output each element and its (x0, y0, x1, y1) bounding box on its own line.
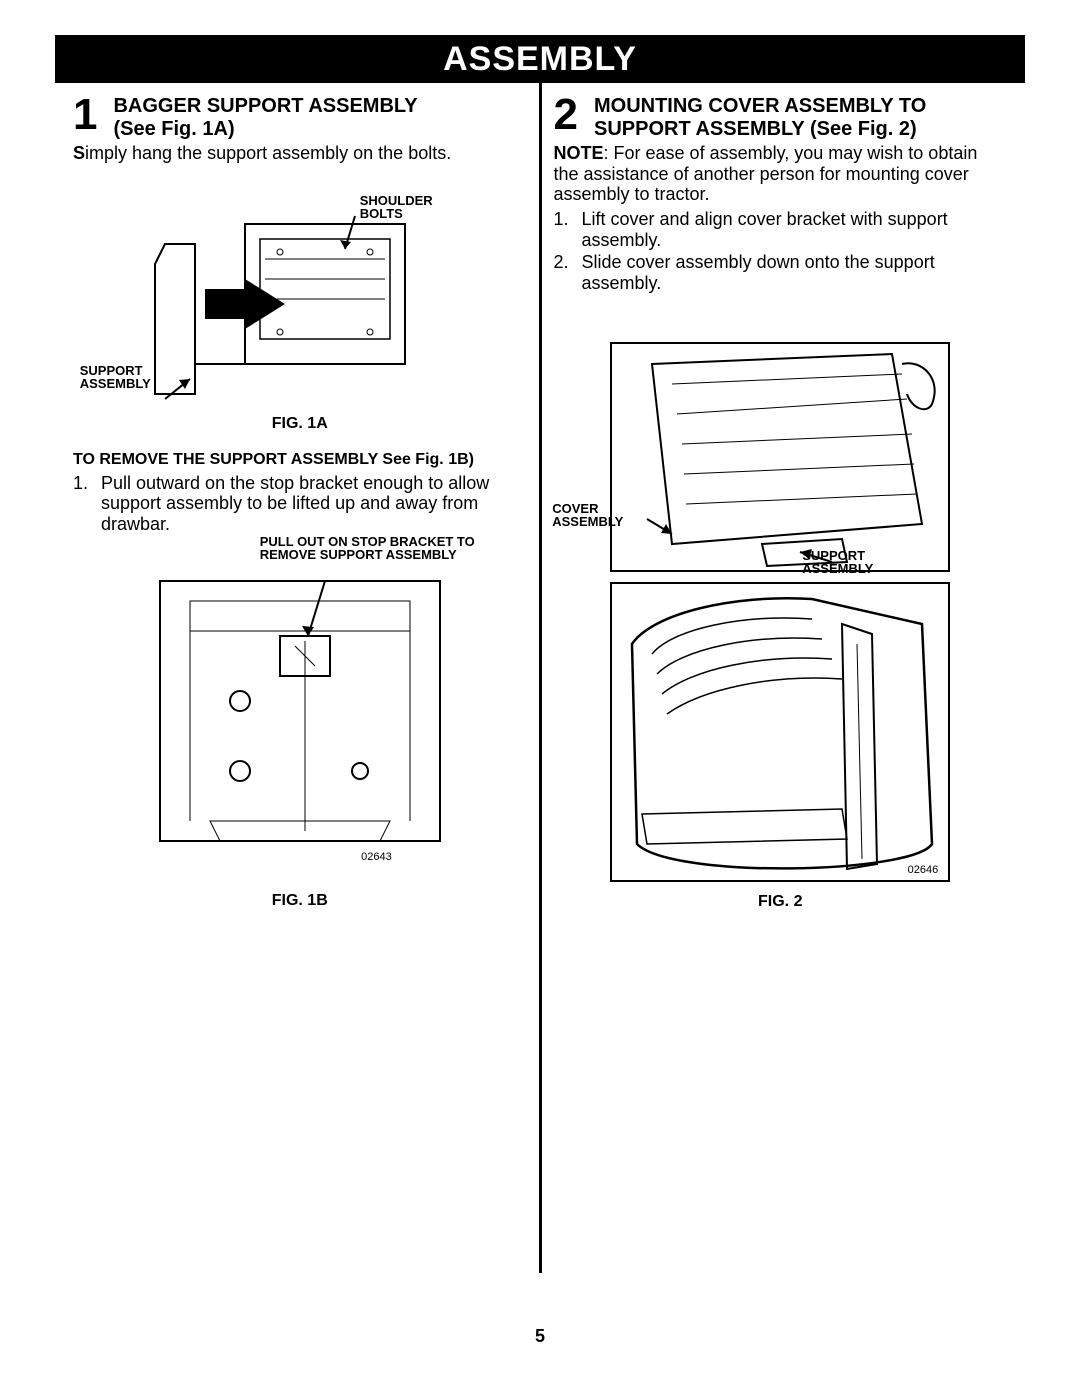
fig1a-callout-support: SUPPORT ASSEMBLY (80, 364, 151, 391)
section2-steps: Lift cover and align cover bracket with … (554, 209, 1008, 294)
banner-title: ASSEMBLY (443, 40, 637, 79)
fig1a-box: SHOULDER BOLTS SUPPORT ASSEMBLY (135, 204, 465, 404)
section2-header: 2 MOUNTING COVER ASSEMBLY TO SUPPORT ASS… (554, 93, 1008, 141)
section1-intro: Simply hang the support assembly on the … (73, 143, 527, 164)
section1-title-line2: (See Fig. 1A) (113, 118, 234, 140)
fig2-caption: FIG. 2 (554, 893, 1008, 911)
fig2-top-diagram (612, 344, 948, 570)
fig1a-wrap: SHOULDER BOLTS SUPPORT ASSEMBLY FIG. 1A (73, 204, 527, 433)
fig2-bottom-diagram (612, 584, 948, 880)
banner-bar: ASSEMBLY (55, 35, 1025, 83)
fig2-callout-cover: COVER ASSEMBLY (552, 502, 623, 529)
column-left: 1 BAGGER SUPPORT ASSEMBLY (See Fig. 1A) … (55, 83, 539, 1273)
fig1a-diagram (135, 204, 465, 404)
section2-title-line2: SUPPORT ASSEMBLY (See Fig. 2) (594, 118, 917, 140)
section2-number: 2 (554, 95, 578, 135)
section2-title-line1: MOUNTING COVER ASSEMBLY TO (594, 95, 926, 117)
fig1b-box: PULL OUT ON STOP BRACKET TO REMOVE SUPPO… (130, 543, 470, 881)
section1-remove-steps: Pull outward on the stop bracket enough … (73, 473, 527, 535)
fig2-wrap: COVER ASSEMBLY SUPPORT ASSEMBLY (554, 342, 1008, 911)
fig1b-callout-pull: PULL OUT ON STOP BRACKET TO REMOVE SUPPO… (260, 535, 520, 562)
fig2-callout-support: SUPPORT ASSEMBLY (802, 549, 873, 576)
section2-step2: Slide cover assembly down onto the suppo… (554, 252, 1008, 293)
content-wrap: 1 BAGGER SUPPORT ASSEMBLY (See Fig. 1A) … (55, 83, 1025, 1273)
section1-title: BAGGER SUPPORT ASSEMBLY (See Fig. 1A) (113, 93, 417, 141)
section1-remove-heading: TO REMOVE THE SUPPORT ASSEMBLY See Fig. … (73, 451, 527, 469)
section2-note: NOTE: For ease of assembly, you may wish… (554, 143, 1008, 205)
fig2-imgnum: 02646 (908, 864, 939, 876)
section1-header: 1 BAGGER SUPPORT ASSEMBLY (See Fig. 1A) (73, 93, 527, 141)
section2-note-label: NOTE (554, 143, 604, 163)
section1-remove-step1: Pull outward on the stop bracket enough … (73, 473, 527, 535)
section1-intro-rest: imply hang the support assembly on the b… (85, 143, 451, 163)
page-number: 5 (0, 1326, 1080, 1347)
fig1b-imgnum: 02643 (361, 851, 392, 863)
section1-intro-firstletter: S (73, 143, 85, 163)
section2-note-rest: : For ease of assembly, you may wish to … (554, 143, 978, 204)
section2-title: MOUNTING COVER ASSEMBLY TO SUPPORT ASSEM… (594, 93, 926, 141)
column-right: 2 MOUNTING COVER ASSEMBLY TO SUPPORT ASS… (542, 83, 1026, 1273)
fig1b-caption: FIG. 1B (73, 892, 527, 910)
fig1b-diagram (130, 571, 470, 881)
fig2-box: COVER ASSEMBLY SUPPORT ASSEMBLY (610, 342, 950, 882)
fig1a-caption: FIG. 1A (73, 415, 527, 433)
fig1a-callout-shoulder: SHOULDER BOLTS (360, 194, 433, 221)
section2-step1: Lift cover and align cover bracket with … (554, 209, 1008, 250)
fig1b-wrap: PULL OUT ON STOP BRACKET TO REMOVE SUPPO… (73, 543, 527, 910)
section1-number: 1 (73, 95, 97, 135)
section1-title-line1: BAGGER SUPPORT ASSEMBLY (113, 95, 417, 117)
